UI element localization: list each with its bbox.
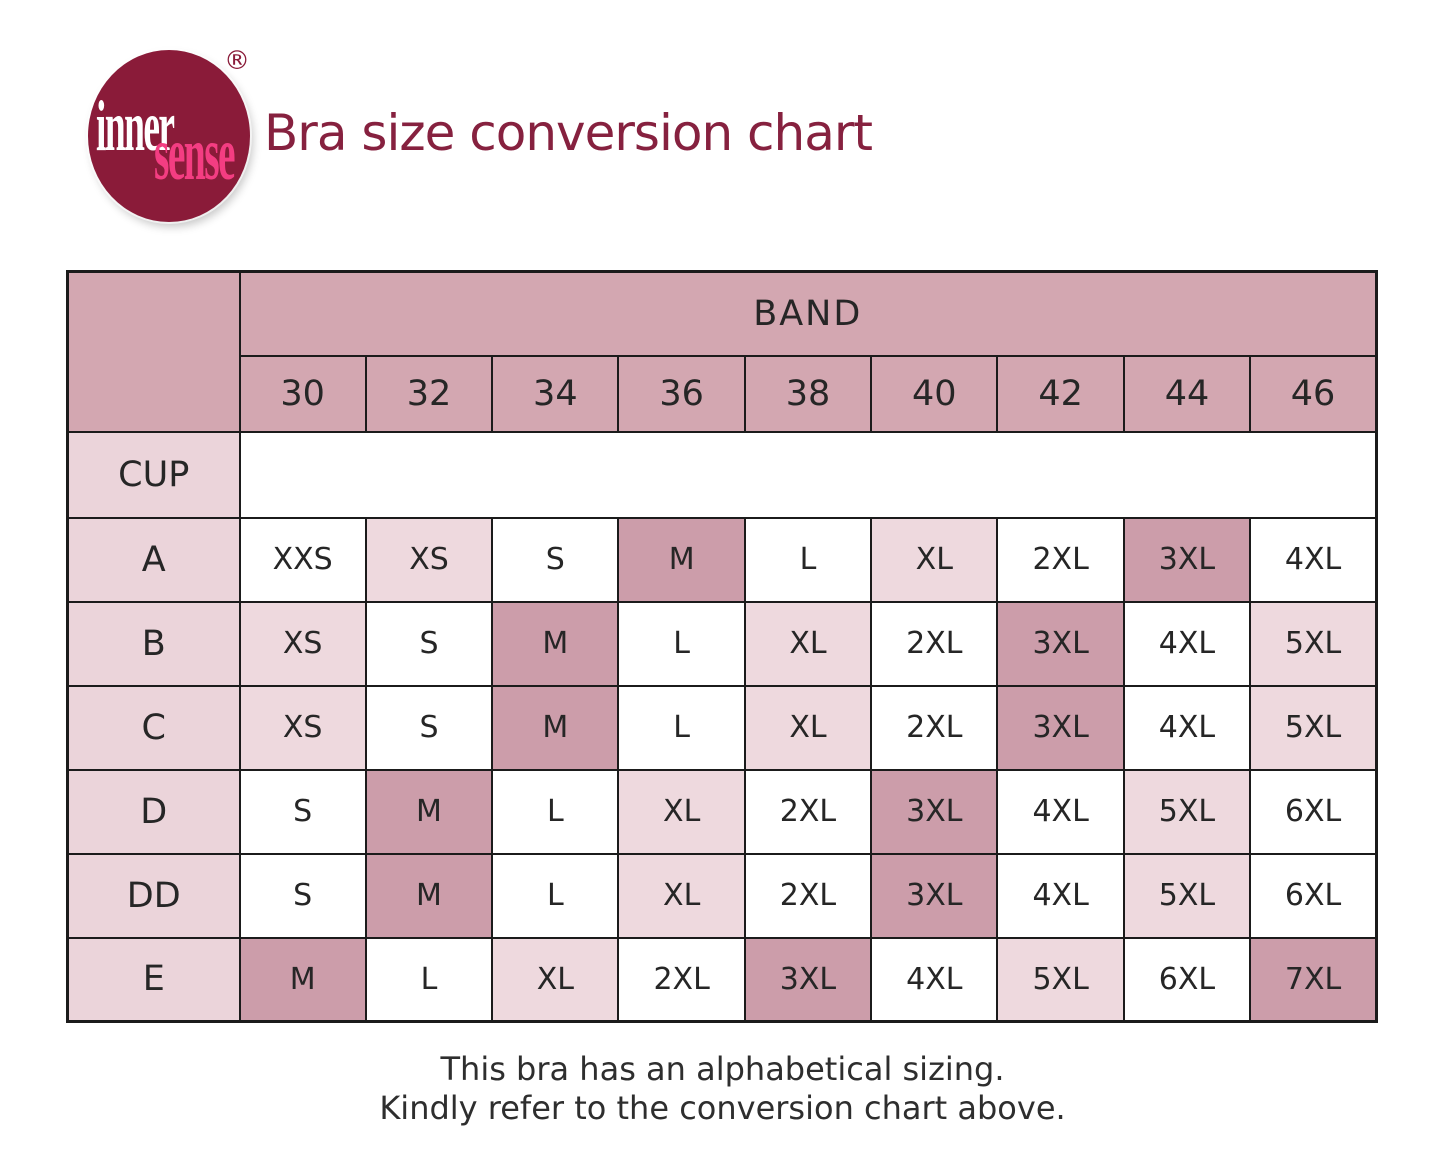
footer-note-line2: Kindly refer to the conversion chart abo… — [379, 1089, 1066, 1127]
registered-trademark-icon: ® — [224, 46, 250, 76]
cup-row-dd: DD S M L XL 2XL 3XL 4XL 5XL 6XL — [66, 852, 1378, 939]
cup-row-b: B XS S M L XL 2XL 3XL 4XL 5XL — [66, 600, 1378, 687]
size-cell: M — [491, 684, 620, 771]
size-cell: 6XL — [1122, 936, 1252, 1023]
size-cell: XL — [617, 852, 746, 939]
cup-label-b: B — [66, 600, 241, 687]
size-cell: 4XL — [1122, 600, 1252, 687]
size-cell: 3XL — [996, 600, 1125, 687]
band-size-header-38: 38 — [743, 354, 873, 433]
size-cell: 3XL — [1122, 516, 1252, 603]
size-cell: M — [491, 600, 620, 687]
band-size-header-46: 46 — [1249, 354, 1378, 433]
band-size-header-32: 32 — [364, 354, 494, 433]
size-cell: L — [617, 684, 746, 771]
size-cell: M — [617, 516, 746, 603]
footer-note-line1: This bra has an alphabetical sizing. — [440, 1050, 1005, 1088]
size-cell: S — [364, 684, 494, 771]
page-title: Bra size conversion chart — [264, 104, 873, 162]
size-cell: 4XL — [1122, 684, 1252, 771]
cup-label-e: E — [66, 936, 241, 1023]
size-cell: L — [617, 600, 746, 687]
brand-word-sense: sense — [154, 112, 236, 196]
cup-row-d: D S M L XL 2XL 3XL 4XL 5XL 6XL — [66, 768, 1378, 855]
size-cell: XS — [238, 684, 367, 771]
band-sizes-row: 30 32 34 36 38 40 42 44 46 — [68, 354, 1378, 433]
brand-word-inner: inner — [96, 86, 175, 166]
cup-label-d: D — [66, 768, 241, 855]
band-size-header-36: 36 — [617, 354, 746, 433]
size-cell: 5XL — [1249, 684, 1378, 771]
size-cell: S — [491, 516, 620, 603]
cup-label-c: C — [66, 684, 241, 771]
size-cell: M — [238, 936, 367, 1023]
size-cell: 4XL — [996, 768, 1125, 855]
size-cell: L — [491, 852, 620, 939]
size-cell: XL — [743, 684, 873, 771]
cup-header-row: CUP — [66, 430, 1378, 519]
size-cell: XL — [491, 936, 620, 1023]
size-cell: L — [743, 516, 873, 603]
size-cell: XXS — [238, 516, 367, 603]
size-cell: 3XL — [996, 684, 1125, 771]
size-cell: 6XL — [1249, 768, 1378, 855]
band-size-header-40: 40 — [870, 354, 999, 433]
size-cell: 5XL — [1122, 768, 1252, 855]
cup-label-a: A — [66, 516, 241, 603]
size-cell: S — [238, 852, 367, 939]
footer-note: This bra has an alphabetical sizing. Kin… — [0, 1050, 1445, 1128]
size-cell: XL — [617, 768, 746, 855]
band-group-header-cell: BAND — [238, 270, 1378, 357]
band-size-header-34: 34 — [491, 354, 620, 433]
size-cell: 3XL — [743, 936, 873, 1023]
size-cell: 5XL — [996, 936, 1125, 1023]
size-cell: 2XL — [996, 516, 1125, 603]
cup-spacer-cell — [238, 430, 1378, 519]
band-size-header-30: 30 — [238, 354, 367, 433]
size-cell: XS — [238, 600, 367, 687]
size-cell: 5XL — [1122, 852, 1252, 939]
cup-group-header-cell: CUP — [66, 430, 241, 519]
cup-row-a: A XXS XS S M L XL 2XL 3XL 4XL — [66, 516, 1378, 603]
size-cell: 3XL — [870, 852, 999, 939]
size-cell: L — [491, 768, 620, 855]
size-cell: 7XL — [1249, 936, 1378, 1023]
size-cell: XS — [364, 516, 494, 603]
table-corner-cell — [66, 270, 241, 433]
size-cell: 2XL — [617, 936, 746, 1023]
size-cell: S — [238, 768, 367, 855]
size-cell: XL — [743, 600, 873, 687]
size-cell: M — [364, 768, 494, 855]
size-cell: 4XL — [996, 852, 1125, 939]
band-size-header-44: 44 — [1122, 354, 1252, 433]
size-cell: 4XL — [1249, 516, 1378, 603]
bra-size-conversion-table: BAND 30 32 34 36 38 40 42 44 46 CUP A XXS XS S M L XL 2… — [66, 270, 1378, 1023]
size-cell: M — [364, 852, 494, 939]
size-cell: 2XL — [743, 768, 873, 855]
size-cell: 2XL — [870, 600, 999, 687]
size-cell: S — [364, 600, 494, 687]
size-cell: XL — [870, 516, 999, 603]
size-cell: 3XL — [870, 768, 999, 855]
size-cell: 4XL — [870, 936, 999, 1023]
brand-logo-circle: inner sense — [88, 50, 250, 222]
band-header-row: BAND — [66, 270, 1378, 433]
size-cell: 2XL — [743, 852, 873, 939]
cup-label-dd: DD — [66, 852, 241, 939]
brand-logo: inner sense ® — [88, 44, 278, 229]
size-cell: 2XL — [870, 684, 999, 771]
band-size-header-42: 42 — [996, 354, 1125, 433]
size-cell: 5XL — [1249, 600, 1378, 687]
size-cell: 6XL — [1249, 852, 1378, 939]
cup-row-c: C XS S M L XL 2XL 3XL 4XL 5XL — [66, 684, 1378, 771]
size-cell: L — [364, 936, 494, 1023]
cup-row-e: E M L XL 2XL 3XL 4XL 5XL 6XL 7XL — [66, 936, 1378, 1023]
